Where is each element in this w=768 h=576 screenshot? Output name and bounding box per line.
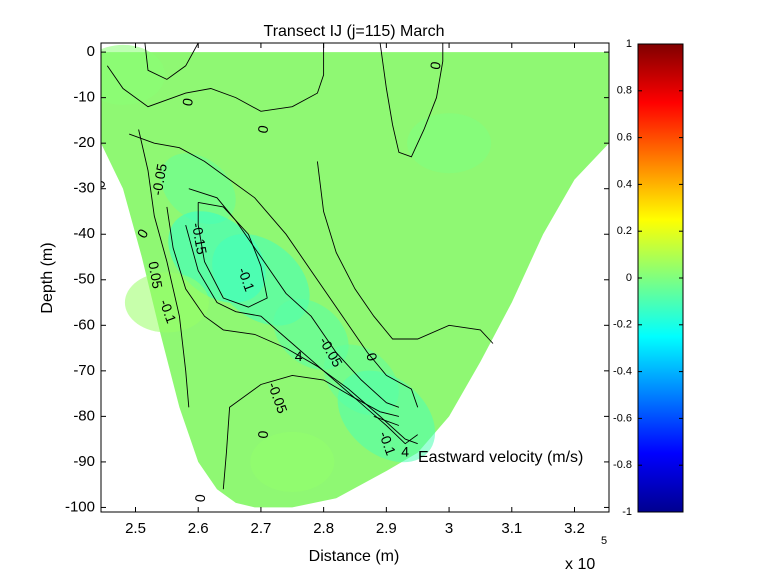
contour-label: 0: [192, 493, 209, 502]
y-tick-label: -90: [73, 453, 95, 470]
chart-title: Transect IJ (j=115) March: [264, 23, 445, 40]
contour-line: [144, 43, 199, 80]
contour-label: 4: [401, 444, 409, 460]
colorbar-tick-label: -0.4: [613, 366, 632, 378]
y-tick-label: -50: [73, 271, 95, 288]
velocity-patch: [101, 44, 165, 105]
contour-line: [106, 43, 325, 112]
x-tick-label: 2.8: [313, 520, 334, 537]
contour-label: -0.05: [149, 162, 170, 196]
colorbar-tick-label: 1: [626, 38, 632, 50]
x-exponent-label: x 10: [565, 556, 595, 573]
contour-line: [379, 43, 444, 158]
colorbar-tick-label: 0.4: [617, 178, 632, 190]
colorbar-tick-label: 0.8: [617, 85, 632, 97]
y-tick-label: -100: [65, 498, 95, 515]
velocity-patch: [250, 431, 335, 492]
contour-line: [138, 129, 190, 408]
x-tick-label: 2.6: [188, 520, 209, 537]
colorbar-ticks: 1 0.8 0.6 0.4 0.2 0 -0.2 -0.4 -0.6 -0.8 -1: [613, 38, 683, 518]
contour-label: 0: [91, 179, 108, 190]
contour-line: [316, 161, 494, 344]
contour-label: 0: [427, 60, 444, 71]
contour-label: 0: [254, 124, 271, 135]
contour-line: [129, 133, 419, 408]
contour-lines: [106, 43, 494, 490]
contour-label: 0: [254, 430, 271, 439]
y-tick-label: -70: [73, 362, 95, 379]
y-tick-label: -60: [73, 316, 95, 333]
x-axis-label-group: Distance (m) x 10 5: [309, 535, 607, 573]
colorbar-gradient: [637, 43, 684, 513]
y-tick-label: 0: [87, 43, 95, 60]
contour-label: 0: [363, 351, 381, 363]
y-tick-label: -30: [73, 180, 95, 197]
colorbar-tick-label: -1: [622, 506, 632, 518]
x-axis-label: Distance (m): [309, 548, 400, 565]
velocity-patch: [124, 272, 209, 333]
y-tick-label: -20: [73, 134, 95, 151]
contour-label: 4: [295, 348, 303, 364]
annotation-label: Eastward velocity (m/s): [418, 449, 583, 466]
contour-line: [185, 224, 400, 417]
velocity-patch: [407, 113, 492, 174]
y-tick-label: -80: [73, 407, 95, 424]
y-axis: 0 -10 -20 -30 -40 -50 -60 -70 -80 -90 -100: [65, 43, 609, 515]
x-tick-label: 3.1: [501, 520, 522, 537]
colorbar-tick-label: 0.2: [617, 225, 632, 237]
x-tick-label: 3: [445, 520, 453, 537]
x-tick-label: 3.2: [564, 520, 585, 537]
colorbar-tick-label: -0.6: [613, 412, 632, 424]
colorbar: 1 0.8 0.6 0.4 0.2 0 -0.2 -0.4 -0.6 -0.8 -1: [613, 38, 684, 518]
x-exponent-power: 5: [601, 535, 607, 547]
contour-label: 0: [179, 97, 196, 108]
colorbar-tick-label: -0.8: [613, 459, 632, 471]
bathymetry-fill: [101, 52, 609, 508]
contour-label: -0.1: [376, 429, 399, 457]
contour-line: [188, 188, 400, 408]
x-tick-label: 2.7: [250, 520, 271, 537]
contour-label: -0.1: [156, 297, 179, 325]
contour-line: [222, 374, 418, 490]
contour-label: -0.1: [235, 265, 258, 293]
contour-line: [197, 201, 268, 308]
plot-frame: [100, 42, 610, 513]
contour-label: 0.05: [145, 260, 166, 290]
contour-line: [373, 415, 400, 426]
x-tick-label: 2.9: [376, 520, 397, 537]
y-tick-label: -40: [73, 225, 95, 242]
contour-label: -0.15: [189, 221, 210, 255]
colorbar-tick-label: 0: [626, 272, 632, 284]
x-tick-label: 2.5: [125, 520, 146, 537]
x-axis: 2.5 2.6 2.7 2.8 2.9 3 3.1 3.2: [125, 43, 585, 537]
colorbar-tick-label: -0.2: [613, 319, 632, 331]
colorbar-tick-label: 0.6: [617, 132, 632, 144]
title-group: Transect IJ (j=115) March: [264, 23, 445, 40]
y-axis-label-group: Depth (m): [39, 242, 56, 313]
y-axis-label: Depth (m): [39, 242, 56, 313]
y-tick-label: -10: [73, 89, 95, 106]
